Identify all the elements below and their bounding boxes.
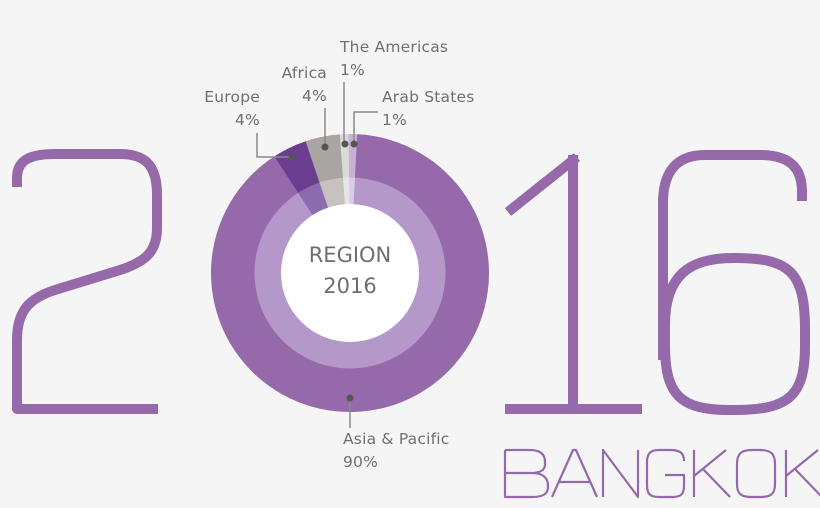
dot-europe xyxy=(288,153,296,161)
city-wordmark-bangkok xyxy=(503,448,820,499)
donut-segment-asia-pacific xyxy=(210,134,489,412)
leader-lines xyxy=(256,82,378,428)
year-digit-1 xyxy=(504,153,642,414)
donut-inner-segment-arab-states xyxy=(348,177,355,206)
donut-center-title: REGION 2016 xyxy=(282,240,418,302)
leader-arab xyxy=(353,111,378,143)
label-americas-value: 1% xyxy=(340,61,365,79)
donut-inner-segment-africa xyxy=(319,177,346,209)
label-asia-name: Asia & Pacific xyxy=(343,430,450,448)
year-digit-2 xyxy=(12,149,162,414)
leader-dots xyxy=(288,140,358,402)
label-asia-pacific: Asia & Pacific 90% xyxy=(343,428,450,474)
donut-inner-segment-europe xyxy=(297,182,329,217)
label-arab-states: Arab States 1% xyxy=(382,86,475,132)
label-europe-name: Europe xyxy=(204,88,260,106)
label-americas-name: The Americas xyxy=(340,38,449,56)
label-americas: The Americas 1% xyxy=(340,36,448,82)
label-africa: Africa 4% xyxy=(262,62,327,108)
dot-asia xyxy=(346,394,354,402)
donut-inner-ring xyxy=(254,177,446,369)
label-africa-name: Africa xyxy=(281,64,327,82)
dot-africa xyxy=(321,143,329,151)
dot-americas xyxy=(341,140,349,148)
donut-center-hole xyxy=(281,204,419,342)
year-digit-6 xyxy=(658,150,810,415)
donut-outer-ring xyxy=(210,134,489,412)
center-line-1: REGION xyxy=(308,243,392,267)
label-arab-name: Arab States xyxy=(382,88,475,106)
donut-inner-segment-the-americas xyxy=(342,177,350,206)
label-arab-value: 1% xyxy=(382,111,407,129)
donut-segment-europe xyxy=(274,141,320,194)
leader-europe xyxy=(256,133,292,158)
label-asia-value: 90% xyxy=(343,453,379,471)
label-africa-value: 4% xyxy=(302,87,327,105)
dot-arab xyxy=(350,140,358,148)
donut-segment-africa xyxy=(305,134,344,183)
label-europe-value: 4% xyxy=(235,111,260,129)
center-line-2: 2016 xyxy=(323,274,377,298)
label-europe: Europe 4% xyxy=(190,86,260,132)
